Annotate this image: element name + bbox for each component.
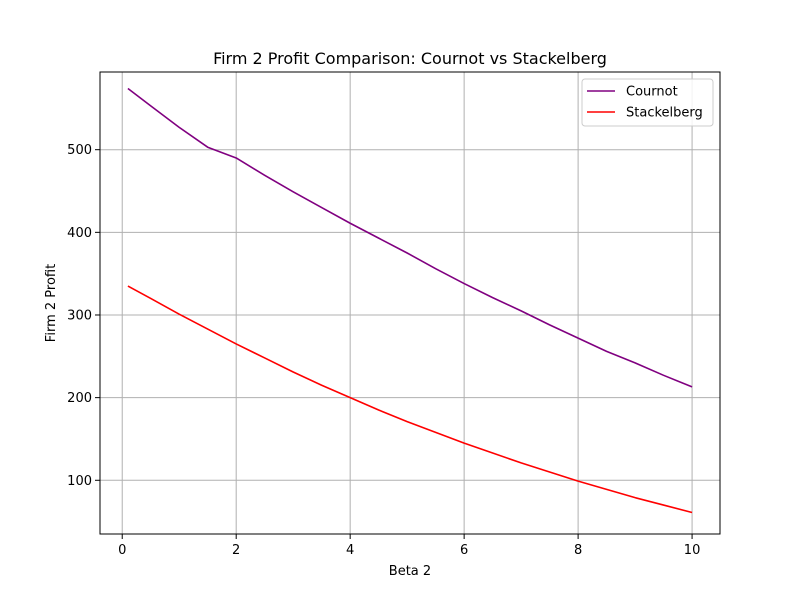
y-tick-label: 500	[67, 143, 92, 158]
chart-title: Firm 2 Profit Comparison: Cournot vs Sta…	[213, 49, 607, 68]
x-tick-label: 0	[118, 543, 126, 558]
series-line-cournot	[127, 87, 693, 388]
series-line-stackelberg	[127, 285, 693, 514]
x-tick-label: 6	[460, 543, 468, 558]
y-tick-label: 200	[67, 391, 92, 406]
ticks: 0 2 4 6 8 10 100 200 300 400 500	[67, 143, 700, 558]
y-tick-label: 100	[67, 474, 92, 489]
x-tick-label: 8	[574, 543, 582, 558]
legend-label-cournot: Cournot	[626, 85, 678, 100]
legend-label-stackelberg: Stackelberg	[626, 106, 703, 121]
y-tick-label: 300	[67, 308, 92, 323]
y-axis-label: Firm 2 Profit	[44, 264, 59, 342]
legend: Cournot Stackelberg	[581, 78, 714, 127]
plot-frame	[99, 71, 721, 535]
x-tick-label: 2	[232, 543, 240, 558]
x-tick-label: 10	[684, 543, 701, 558]
x-tick-label: 4	[346, 543, 354, 558]
series-layer	[127, 87, 693, 514]
grid	[100, 72, 720, 534]
x-axis-label: Beta 2	[389, 564, 431, 579]
y-tick-label: 400	[67, 226, 92, 241]
